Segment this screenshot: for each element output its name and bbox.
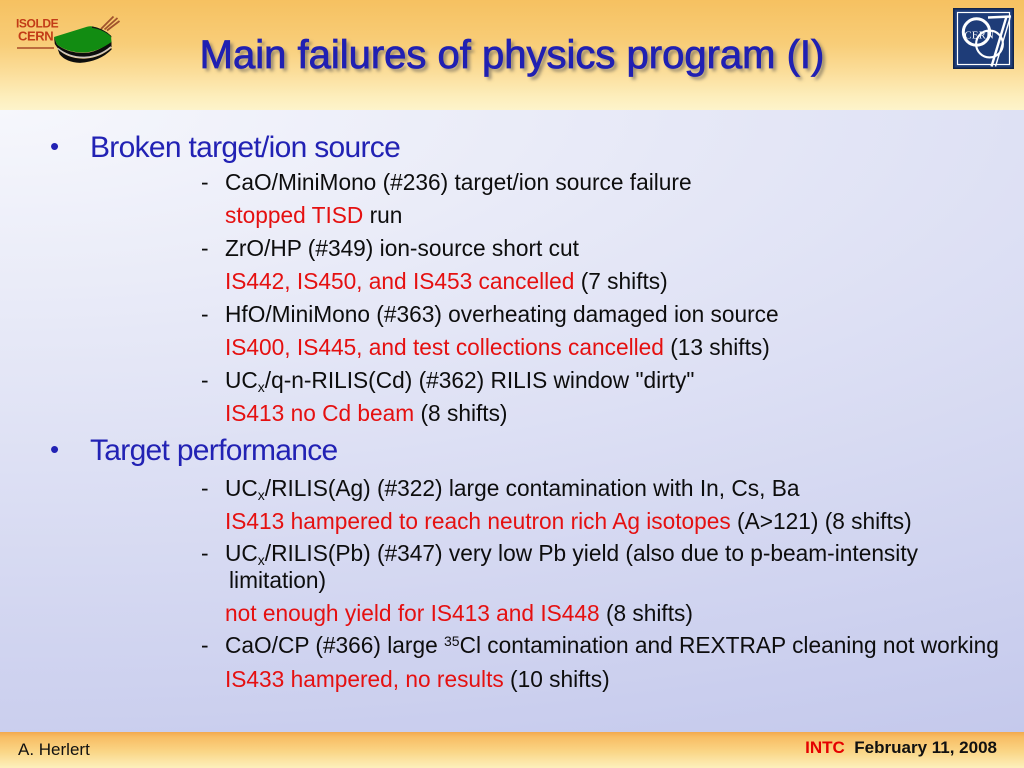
svg-text:CERN: CERN bbox=[965, 31, 995, 42]
svg-text:CERN: CERN bbox=[18, 29, 53, 44]
svg-text:ISOLDE: ISOLDE bbox=[16, 17, 59, 31]
